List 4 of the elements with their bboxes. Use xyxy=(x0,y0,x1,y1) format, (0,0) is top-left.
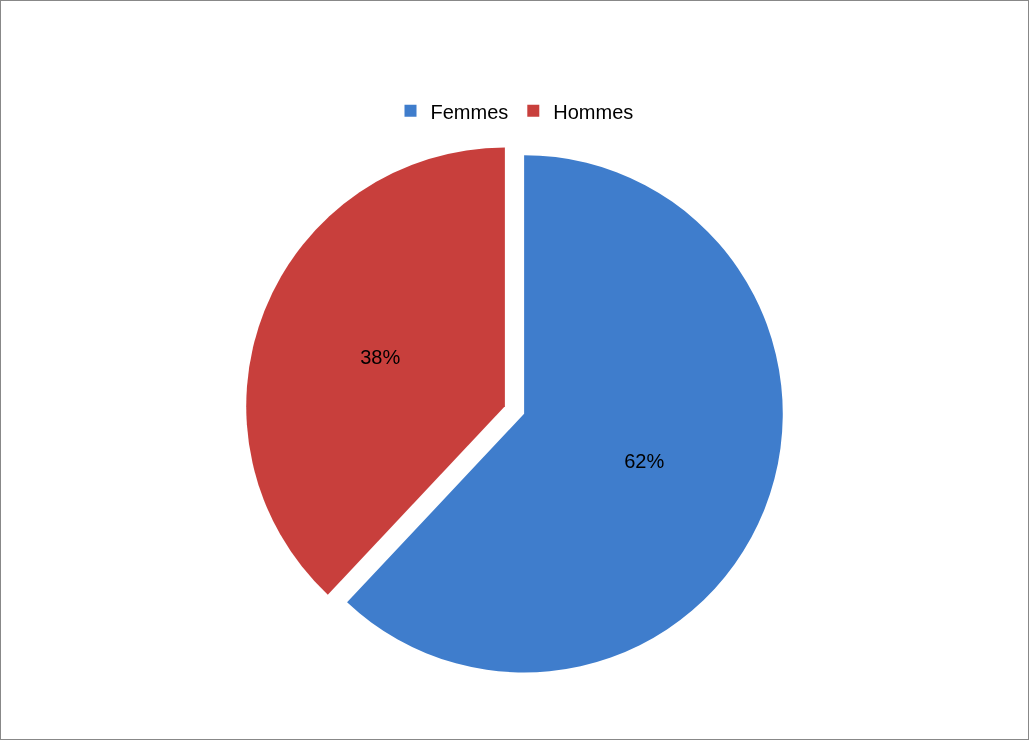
data-label: 62% xyxy=(624,450,665,473)
legend-label: Hommes xyxy=(553,100,634,123)
data-label: 38% xyxy=(360,345,401,368)
legend-label: Femmes xyxy=(430,100,509,123)
